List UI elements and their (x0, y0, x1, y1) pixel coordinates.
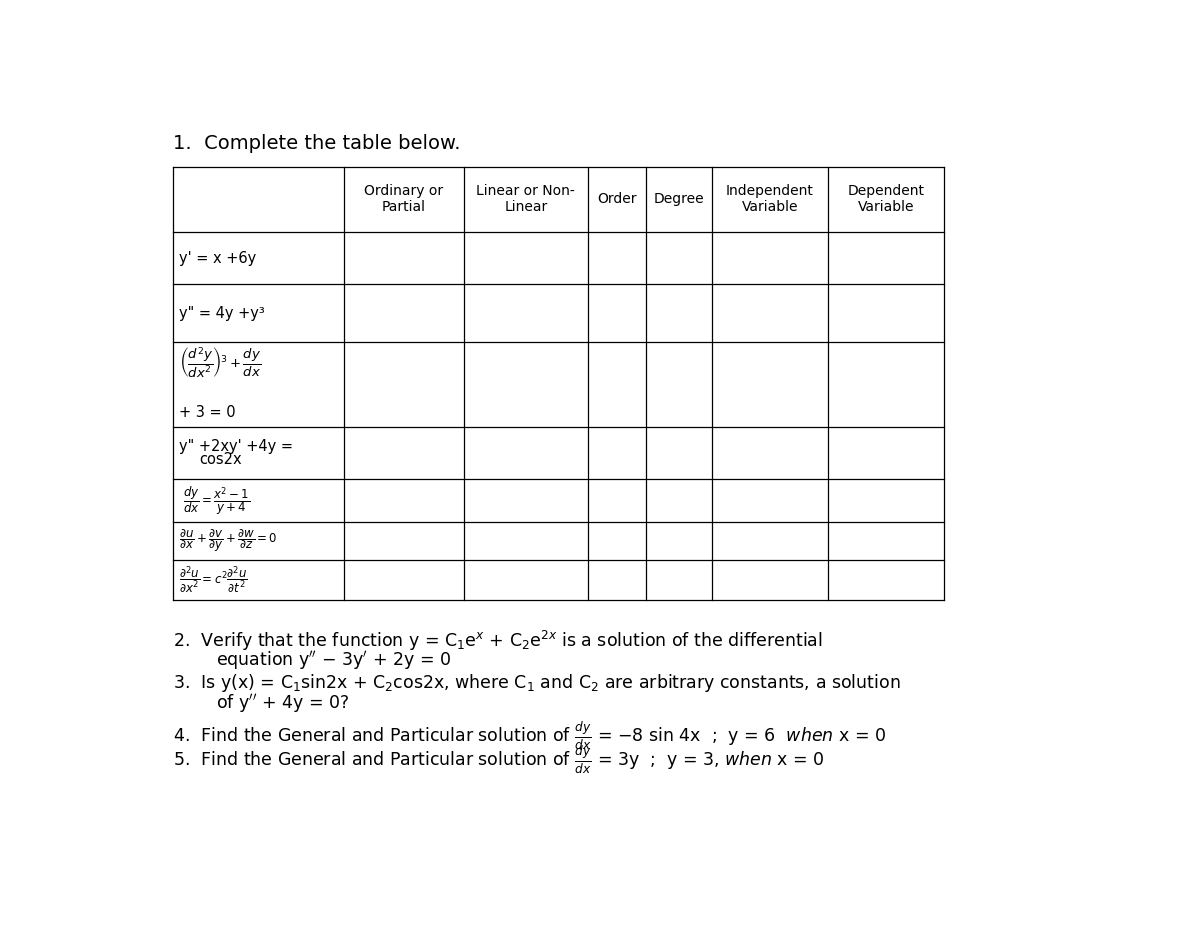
Text: + 3 = 0: + 3 = 0 (180, 406, 236, 421)
Text: y" = 4y +y³: y" = 4y +y³ (180, 306, 265, 321)
Text: Ordinary or
Partial: Ordinary or Partial (365, 184, 443, 214)
Text: $\dfrac{\partial u}{\partial x}+\dfrac{\partial v}{\partial y}+\dfrac{\partial w: $\dfrac{\partial u}{\partial x}+\dfrac{\… (180, 528, 278, 554)
Text: 4.  Find the General and Particular solution of $\frac{dy}{dx}$ = $-$8 sin 4x  ;: 4. Find the General and Particular solut… (173, 719, 887, 751)
Text: Dependent
Variable: Dependent Variable (847, 184, 925, 214)
Text: y" +2xy' +4y =: y" +2xy' +4y = (180, 439, 294, 454)
Text: equation y$''$ $-$ 3y$'$ + 2y = 0: equation y$''$ $-$ 3y$'$ + 2y = 0 (216, 650, 451, 672)
Text: $\dfrac{\partial^2 u}{\partial x^2}=c^2\dfrac{\partial^2 u}{\partial t^2}$: $\dfrac{\partial^2 u}{\partial x^2}=c^2\… (180, 564, 248, 596)
Text: of y$''$ + 4y = 0?: of y$''$ + 4y = 0? (216, 692, 349, 716)
Text: Degree: Degree (654, 192, 704, 207)
Text: Independent
Variable: Independent Variable (726, 184, 814, 214)
Text: Linear or Non-
Linear: Linear or Non- Linear (476, 184, 575, 214)
Text: $\left(\dfrac{d^2y}{dx^2}\right)^{\!3} + \dfrac{dy}{dx}$: $\left(\dfrac{d^2y}{dx^2}\right)^{\!3} +… (180, 346, 262, 380)
Text: Order: Order (598, 192, 637, 207)
Text: 1.  Complete the table below.: 1. Complete the table below. (173, 134, 461, 153)
Text: y' = x +6y: y' = x +6y (180, 251, 257, 266)
Text: cos2x: cos2x (199, 453, 241, 468)
Text: $\dfrac{dy}{dx} = \dfrac{x^2-1}{y+4}$: $\dfrac{dy}{dx} = \dfrac{x^2-1}{y+4}$ (184, 484, 251, 516)
Text: 5.  Find the General and Particular solution of $\frac{dy}{dx}$ = 3y  ;  y = 3, : 5. Find the General and Particular solut… (173, 744, 824, 777)
Text: 2.  Verify that the function y = C$_1$e$^x$ + C$_2$e$^{2x}$ is a solution of the: 2. Verify that the function y = C$_1$e$^… (173, 629, 823, 654)
Text: 3.  Is y(x) = C$_1$sin2x + C$_2$cos2x, where C$_1$ and C$_2$ are arbitrary const: 3. Is y(x) = C$_1$sin2x + C$_2$cos2x, wh… (173, 672, 901, 695)
